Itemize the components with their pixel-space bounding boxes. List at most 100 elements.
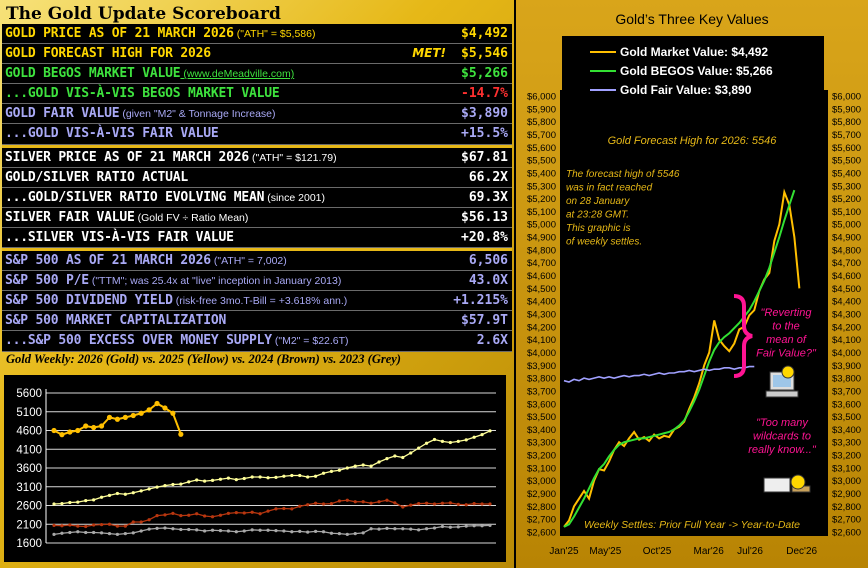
data-point — [337, 532, 341, 536]
scoreboard-row: GOLD PRICE AS OF 21 MARCH 2026 ("ATH" = … — [2, 24, 512, 45]
data-point — [258, 475, 262, 479]
row-value: $5,266 — [461, 66, 508, 82]
data-point — [226, 476, 230, 480]
data-point — [337, 468, 341, 472]
data-point — [52, 502, 56, 506]
wildcards-note-line: "Too many — [756, 417, 809, 429]
y-tick-label-right: $5,700 — [832, 130, 861, 141]
data-point — [99, 495, 104, 499]
data-point — [401, 527, 405, 531]
data-point — [329, 469, 334, 473]
data-point — [68, 500, 72, 505]
data-point — [210, 528, 215, 532]
row-note: ("ATH" = $121.79) — [249, 151, 337, 164]
data-point — [155, 485, 159, 489]
y-tick-label: 5100 — [16, 407, 42, 419]
y-tick-label: $4,900 — [527, 233, 556, 244]
y-tick-label: $4,500 — [527, 284, 556, 295]
scoreboard-row: ...GOLD VIS-À-VIS BEGOS MARKET VALUE -14.… — [2, 84, 512, 105]
data-point — [187, 480, 191, 484]
row-value: $56.13 — [461, 209, 508, 225]
data-point — [464, 438, 468, 442]
website-link[interactable]: (www.deMeadville.com) — [180, 68, 295, 81]
data-point — [345, 466, 349, 470]
data-point — [290, 473, 294, 478]
y-tick-label-right: $4,200 — [832, 322, 861, 333]
row-note: (given "M2" & Tonnage Increase) — [119, 108, 276, 121]
data-point — [472, 502, 476, 506]
data-point — [171, 482, 175, 487]
row-label: GOLD FORECAST HIGH FOR 2026 — [5, 46, 211, 62]
row-label: GOLD PRICE AS OF 21 MARCH 2026 ("ATH" = … — [5, 26, 316, 41]
section-divider — [2, 248, 512, 252]
scoreboard-panel: The Gold Update Scoreboard GOLD PRICE AS… — [0, 0, 514, 568]
row-note: (risk-free 3mo.T-Bill = +3.618% ann.) — [172, 295, 348, 308]
y-tick-label-right: $4,300 — [832, 310, 861, 321]
y-tick-label: $4,100 — [527, 335, 556, 346]
data-point — [114, 416, 121, 422]
data-point — [210, 478, 215, 482]
data-point — [147, 518, 151, 522]
data-point — [409, 503, 413, 507]
forecast-label: Gold Forecast High for 2026: 5546 — [608, 135, 778, 147]
data-point — [67, 429, 73, 435]
scoreboard-row: ...GOLD/SILVER RATIO EVOLVING MEAN (sinc… — [2, 188, 512, 208]
data-point — [314, 501, 318, 505]
data-point — [60, 531, 64, 535]
data-point — [393, 527, 397, 531]
data-point — [226, 511, 230, 515]
data-point — [234, 530, 238, 534]
y-tick-label: $2,700 — [527, 515, 556, 526]
data-point — [123, 532, 127, 536]
data-point — [171, 527, 175, 531]
y-tick-label: 2100 — [16, 519, 42, 531]
row-value: 69.3X — [468, 189, 508, 205]
y-tick-label: $5,100 — [527, 207, 556, 218]
scoreboard-row: GOLD FAIR VALUE (given "M2" & Tonnage In… — [2, 104, 512, 125]
data-point — [234, 478, 238, 482]
data-point — [456, 502, 460, 506]
data-point — [178, 431, 184, 437]
scoreboard-row: GOLD/SILVER RATIO ACTUAL 66.2X — [2, 168, 512, 188]
y-tick-label: $3,100 — [527, 463, 556, 474]
data-point — [424, 441, 429, 445]
data-point — [99, 531, 104, 535]
data-point — [448, 501, 452, 505]
data-point — [424, 527, 429, 531]
data-point — [321, 502, 326, 506]
data-point — [92, 530, 96, 535]
data-point — [369, 464, 373, 468]
scoreboard-row: GOLD BEGOS MARKET VALUE (www.deMeadville… — [2, 64, 512, 85]
data-point — [92, 498, 96, 502]
data-point — [456, 525, 460, 529]
data-point — [250, 475, 254, 479]
y-tick-label: $4,600 — [527, 271, 556, 282]
data-point — [282, 529, 286, 533]
data-point — [162, 405, 168, 411]
y-tick-label-right: $5,900 — [832, 104, 861, 115]
data-point — [68, 523, 72, 527]
data-point — [472, 435, 476, 439]
data-point — [440, 439, 445, 443]
x-tick-label: Jan'25 — [549, 546, 579, 557]
row-label: SILVER PRICE AS OF 21 MARCH 2026 ("ATH" … — [5, 149, 337, 165]
row-note: ("ATH" = 7,002) — [210, 255, 287, 268]
data-point — [51, 427, 57, 434]
y-tick-label: 4600 — [16, 426, 42, 438]
y-tick-label-right: $5,300 — [832, 181, 861, 192]
y-tick-label: $3,200 — [527, 451, 556, 462]
row-label: ...S&P 500 EXCESS OVER MONEY SUPPLY ("M2… — [5, 333, 349, 349]
row-value: 66.2X — [468, 169, 508, 185]
computer-icon — [765, 365, 799, 398]
y-tick-label-right: $4,100 — [832, 335, 861, 346]
data-point — [321, 471, 326, 475]
series-line — [563, 365, 755, 383]
data-point — [306, 503, 310, 507]
data-point — [84, 499, 88, 503]
y-tick-label: $4,200 — [527, 322, 556, 333]
data-point — [345, 498, 349, 502]
data-point — [417, 502, 421, 506]
scoreboard-row: S&P 500 AS OF 21 MARCH 2026 ("ATH" = 7,0… — [2, 251, 512, 272]
data-point — [92, 523, 96, 527]
y-tick-label-right: $5,400 — [832, 168, 861, 179]
